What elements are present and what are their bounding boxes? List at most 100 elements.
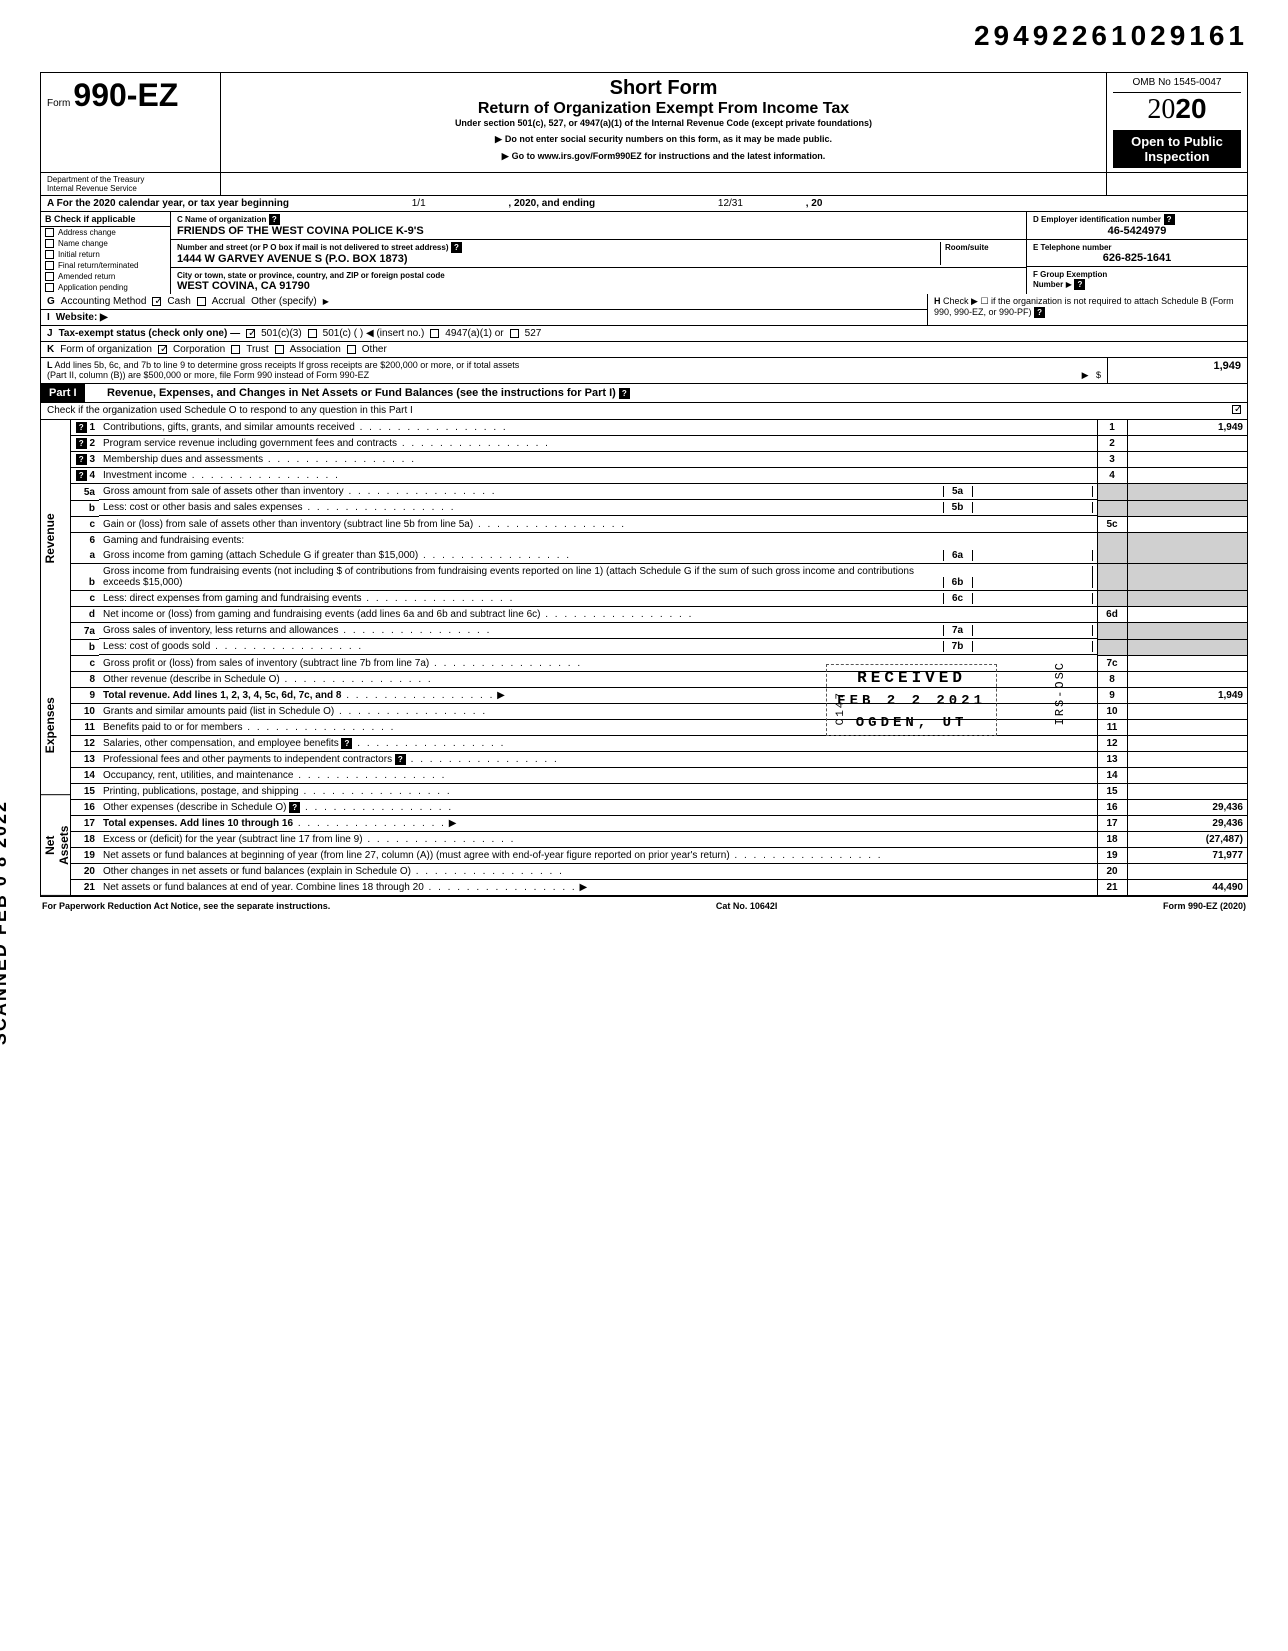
help-icon[interactable]: ?: [1074, 279, 1085, 290]
side-expenses: Expenses: [41, 656, 70, 795]
city-value: WEST COVINA, CA 91790: [177, 280, 310, 292]
open-public-1: Open to Public: [1115, 134, 1239, 149]
help-icon[interactable]: ?: [1034, 307, 1045, 318]
line-6c: cLess: direct expenses from gaming and f…: [71, 591, 1247, 607]
dept-irs: Internal Revenue Service: [47, 184, 214, 193]
row-h-lead: H: [934, 296, 941, 306]
check-name[interactable]: Name change: [41, 238, 170, 249]
check-address-label: Address change: [58, 228, 116, 237]
line-4: ? 4Investment income4: [71, 468, 1247, 484]
street-label: Number and street (or P O box if mail is…: [177, 243, 448, 252]
check-corp[interactable]: [158, 345, 167, 354]
part1-header-row: Part I Revenue, Expenses, and Changes in…: [40, 384, 1248, 403]
col-b-header: B Check if applicable: [41, 212, 170, 227]
c147-stamp: C147: [835, 691, 847, 725]
line-7c: cGross profit or (loss) from sales of in…: [71, 655, 1247, 671]
help-icon[interactable]: ?: [451, 242, 462, 253]
j-opt1: 501(c)(3): [261, 328, 302, 339]
open-to-public: Open to Public Inspection: [1113, 130, 1241, 168]
check-address[interactable]: Address change: [41, 227, 170, 238]
footer-row: For Paperwork Reduction Act Notice, see …: [40, 896, 1248, 915]
row-i-lead: I: [47, 312, 50, 323]
check-initial[interactable]: Initial return: [41, 249, 170, 260]
help-icon[interactable]: ?: [1164, 214, 1175, 225]
check-pending[interactable]: Application pending: [41, 282, 170, 293]
dln-row: 29492261029161: [40, 20, 1248, 52]
check-pending-label: Application pending: [58, 283, 128, 292]
k-trust: Trust: [246, 344, 268, 355]
help-icon[interactable]: ?: [619, 388, 630, 399]
group-label: F Group Exemption: [1033, 270, 1107, 279]
form-number: 990-EZ: [73, 77, 178, 113]
phone-label: E Telephone number: [1033, 243, 1112, 252]
line-19: 19Net assets or fund balances at beginni…: [71, 847, 1247, 863]
row-l-amount: 1,949: [1107, 358, 1247, 383]
row-l-text1: Add lines 5b, 6c, and 7b to line 9 to de…: [55, 360, 520, 370]
line-2: ? 2Program service revenue including gov…: [71, 436, 1247, 452]
part1-label: Part I: [41, 384, 85, 402]
check-cash[interactable]: [152, 297, 161, 306]
row-a-begin: 1/1: [412, 198, 426, 209]
lines-table: ? 1Contributions, gifts, grants, and sim…: [71, 420, 1247, 896]
part1-check-row: Check if the organization used Schedule …: [40, 403, 1248, 420]
line-14: 14Occupancy, rent, utilities, and mainte…: [71, 767, 1247, 783]
line-12: 12Salaries, other compensation, and empl…: [71, 735, 1247, 751]
accrual-label: Accrual: [212, 296, 245, 307]
check-initial-label: Initial return: [58, 250, 100, 259]
check-other[interactable]: [347, 345, 356, 354]
check-final[interactable]: Final return/terminated: [41, 260, 170, 271]
col-def: D Employer identification number ? 46-54…: [1027, 212, 1247, 294]
irs-osc-stamp: IRS-OSC: [1053, 661, 1067, 725]
row-i: I Website: ▶: [41, 310, 927, 325]
line-6a: aGross income from gaming (attach Schedu…: [71, 548, 1247, 564]
lines-container: Revenue Expenses Net Assets ? 1Contribut…: [40, 420, 1248, 896]
check-4947[interactable]: [430, 329, 439, 338]
received-stamp-block: RECEIVED FEB 2 2 2021 OGDEN, UT: [826, 664, 997, 736]
row-h-text: Check ▶ ☐ if the organization is not req…: [934, 296, 1234, 317]
line-8: 8Other revenue (describe in Schedule O)8: [71, 671, 1247, 687]
row-i-text: Website: ▶: [56, 312, 108, 323]
block-bcdef: B Check if applicable Address change Nam…: [40, 212, 1248, 294]
line-5a: 5aGross amount from sale of assets other…: [71, 484, 1247, 501]
row-a: A For the 2020 calendar year, or tax yea…: [40, 196, 1248, 212]
line-11: 11Benefits paid to or for members11: [71, 719, 1247, 735]
col-b: B Check if applicable Address change Nam…: [41, 212, 171, 294]
under-text: Under section 501(c), 527, or 4947(a)(1)…: [227, 118, 1100, 128]
line-6: 6Gaming and fundraising events:: [71, 532, 1247, 548]
sub-title: Return of Organization Exempt From Incom…: [227, 100, 1100, 118]
part1-title: Revenue, Expenses, and Changes in Net As…: [107, 387, 616, 399]
check-527[interactable]: [510, 329, 519, 338]
line-16: 16Other expenses (describe in Schedule O…: [71, 799, 1247, 815]
check-501c[interactable]: [308, 329, 317, 338]
line-18: 18Excess or (deficit) for the year (subt…: [71, 831, 1247, 847]
j-opt2: 501(c) ( ) ◀ (insert no.): [323, 328, 425, 339]
part1-checkbox[interactable]: [1232, 405, 1241, 414]
year-outline: 20: [1147, 94, 1175, 125]
title-block: Short Form Return of Organization Exempt…: [221, 73, 1107, 172]
arrow-text-2: Go to www.irs.gov/Form990EZ for instruct…: [227, 151, 1100, 162]
org-name: FRIENDS OF THE WEST COVINA POLICE K-9'S: [177, 225, 424, 237]
check-trust[interactable]: [231, 345, 240, 354]
city-label: City or town, state or province, country…: [177, 271, 445, 280]
line-17: 17Total expenses. Add lines 10 through 1…: [71, 815, 1247, 831]
dept-treasury: Department of the Treasury: [47, 175, 214, 184]
omb-number: OMB No 1545-0047: [1113, 77, 1241, 93]
k-assoc: Association: [290, 344, 341, 355]
line-5c: cGain or (loss) from sale of assets othe…: [71, 516, 1247, 532]
side-revenue: Revenue: [41, 420, 70, 656]
year-bold: 20: [1175, 93, 1206, 124]
open-public-2: Inspection: [1115, 149, 1239, 164]
line-1: ? 1Contributions, gifts, grants, and sim…: [71, 420, 1247, 436]
check-accrual[interactable]: [197, 297, 206, 306]
group-label2: Number: [1033, 280, 1063, 289]
ein-label: D Employer identification number: [1033, 215, 1161, 224]
check-assoc[interactable]: [275, 345, 284, 354]
line-10: 10Grants and similar amounts paid (list …: [71, 703, 1247, 719]
other-label: Other (specify): [251, 296, 317, 307]
check-amended[interactable]: Amended return: [41, 271, 170, 282]
row-k-lead: K: [47, 344, 54, 355]
check-501c3[interactable]: [246, 329, 255, 338]
help-icon[interactable]: ?: [269, 214, 280, 225]
tax-year: 2020: [1113, 93, 1241, 126]
row-h: H Check ▶ ☐ if the organization is not r…: [927, 294, 1247, 325]
